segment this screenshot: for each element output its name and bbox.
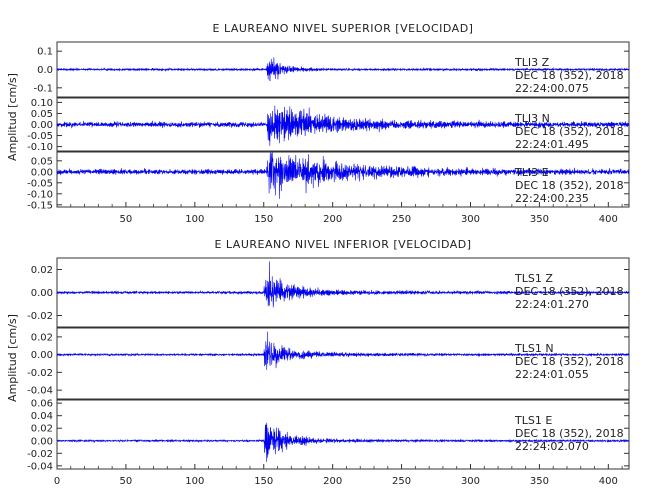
x-tick-label: 100: [185, 476, 204, 487]
y-tick-label: -0.04: [27, 386, 53, 397]
y-tick-label: 0.04: [31, 411, 53, 422]
y-tick-label: -0.1: [33, 83, 53, 94]
waveform-line: [56, 261, 630, 308]
y-tick-label: 0.00: [31, 167, 53, 178]
x-tick-label: 200: [323, 476, 342, 487]
y-tick-label: 0.02: [31, 332, 53, 343]
x-tick-label: 250: [392, 214, 411, 225]
trace-date: DEC 18 (352), 2018: [515, 427, 624, 440]
y-tick-label: -0.02: [27, 449, 53, 460]
y-tick-label: 0.1: [37, 47, 53, 58]
x-tick-label: 0: [54, 476, 60, 487]
trace-time: 22:24:01.495: [515, 138, 589, 151]
y-tick-label: 0.02: [31, 424, 53, 435]
x-tick-label: 400: [599, 214, 618, 225]
y-tick-label: 0.00: [31, 288, 53, 299]
y-tick-label: 0.06: [31, 399, 53, 410]
waveform-line: [56, 57, 630, 82]
x-tick-label: 250: [392, 476, 411, 487]
waveform-line: [56, 422, 630, 462]
x-tick-label: 200: [323, 214, 342, 225]
waveform-line: [56, 151, 630, 199]
y-tick-label: -0.05: [27, 178, 53, 189]
station-component-label: TLI3 N: [514, 112, 550, 125]
station-component-label: TLS1 E: [514, 414, 552, 427]
x-tick-label: 150: [254, 476, 273, 487]
y-axis-label: Amplitud [cm/s]: [6, 314, 19, 402]
trace-date: DEC 18 (352), 2018: [515, 179, 624, 192]
y-tick-label: -0.04: [27, 461, 53, 472]
x-tick-label: 300: [461, 214, 480, 225]
trace-date: DEC 18 (352), 2018: [515, 125, 624, 138]
y-tick-label: -0.05: [27, 131, 53, 142]
y-tick-label: 0.0: [37, 65, 53, 76]
station-component-label: TLI3 E: [514, 166, 549, 179]
panel-inferior: E LAUREANO NIVEL INFERIOR [VELOCIDAD] Amp…: [6, 238, 630, 487]
trace-frame: [56, 327, 630, 400]
y-tick-label: -0.02: [27, 368, 53, 379]
x-tick-label: 100: [185, 214, 204, 225]
y-tick-label: 0.05: [31, 156, 53, 167]
trace-date: DEC 18 (352), 2018: [515, 285, 624, 298]
trace-time: 22:24:00.075: [515, 82, 589, 95]
y-tick-label: 0.00: [31, 436, 53, 447]
x-tick-label: 50: [120, 214, 133, 225]
panel-superior: E LAUREANO NIVEL SUPERIOR [VELOCIDAD] Amp…: [6, 22, 630, 225]
y-tick-label: 0.00: [31, 350, 53, 361]
y-tick-label: -0.02: [27, 311, 53, 322]
y-tick-label: -0.10: [27, 189, 53, 200]
x-tick-label: 300: [461, 476, 480, 487]
trace-date: DEC 18 (352), 2018: [515, 69, 624, 82]
panel-title: E LAUREANO NIVEL INFERIOR [VELOCIDAD]: [214, 238, 471, 251]
y-tick-label: 0.02: [31, 265, 53, 276]
station-component-label: TLI3 Z: [514, 56, 550, 69]
x-tick-label: 400: [599, 476, 618, 487]
trace-date: DEC 18 (352), 2018: [515, 355, 624, 368]
trace-time: 22:24:00.235: [515, 192, 589, 205]
station-component-label: TLS1 N: [514, 342, 554, 355]
y-tick-label: 0.10: [31, 98, 53, 109]
waveform-line: [56, 331, 630, 370]
y-tick-label: 0.05: [31, 109, 53, 120]
station-component-label: TLS1 Z: [514, 272, 553, 285]
x-tick-label: 150: [254, 214, 273, 225]
panel-title: E LAUREANO NIVEL SUPERIOR [VELOCIDAD]: [213, 22, 474, 35]
trace-frame: [56, 151, 630, 208]
x-tick-label: 350: [530, 476, 549, 487]
y-axis-label: Amplitud [cm/s]: [6, 73, 19, 161]
y-tick-label: -0.10: [27, 142, 53, 153]
y-tick-label: 0.00: [31, 120, 53, 131]
x-tick-label: 50: [120, 476, 133, 487]
trace-time: 22:24:01.055: [515, 368, 589, 381]
trace-frame: [56, 399, 630, 470]
trace-time: 22:24:02.070: [515, 440, 589, 453]
waveform-line: [56, 105, 630, 146]
y-tick-label: -0.15: [27, 200, 53, 211]
x-tick-label: 350: [530, 214, 549, 225]
trace-time: 22:24:01.270: [515, 298, 589, 311]
